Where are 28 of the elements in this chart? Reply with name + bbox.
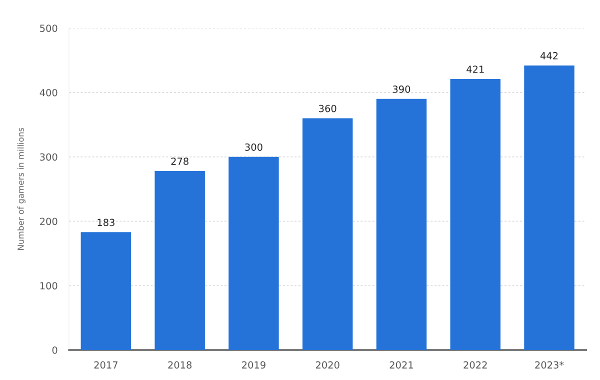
bar xyxy=(376,98,427,350)
x-tick-label: 2017 xyxy=(94,361,118,369)
data-label: 360 xyxy=(319,104,336,112)
x-tick-label: 2023* xyxy=(535,361,564,369)
bar xyxy=(228,156,279,350)
y-tick-label: 100 xyxy=(40,282,58,290)
x-tick-label: 2018 xyxy=(168,361,192,369)
x-tick-label: 2021 xyxy=(390,361,413,369)
data-label: 390 xyxy=(392,86,410,93)
bar xyxy=(450,78,500,350)
y-axis-title: Number of gamers in millions xyxy=(17,128,26,250)
data-label: 442 xyxy=(540,52,558,60)
y-tick-label: 400 xyxy=(40,88,58,96)
bar xyxy=(302,118,353,350)
data-label: 300 xyxy=(245,143,262,151)
x-tick-label: 2019 xyxy=(242,361,266,369)
y-tick-label: 0 xyxy=(52,346,58,354)
data-label: 278 xyxy=(171,158,188,165)
bar xyxy=(524,65,574,350)
data-label: 421 xyxy=(466,66,484,73)
data-label: 183 xyxy=(98,218,114,226)
y-tick-label: 200 xyxy=(40,218,58,226)
x-tick-label: 2020 xyxy=(316,361,340,369)
y-tick-label: 500 xyxy=(40,24,58,32)
y-tick-label: 300 xyxy=(40,153,58,161)
bar xyxy=(154,171,205,350)
x-tick-label: 2022 xyxy=(464,361,487,369)
bar xyxy=(80,232,132,350)
